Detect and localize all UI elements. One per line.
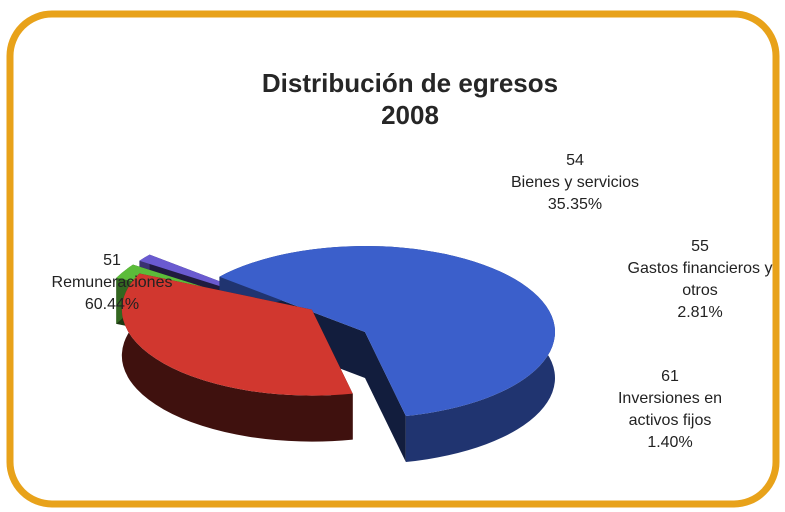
label-value: 1.40%: [647, 434, 693, 451]
data-label: 61 Inversiones en activos fijos 1.40%: [595, 366, 745, 454]
label-name: Gastos financieros y otros: [627, 260, 773, 299]
label-code: 55: [691, 238, 709, 255]
label-name: Remuneraciones: [51, 274, 173, 291]
chart-subtitle: 2008: [381, 100, 439, 130]
label-code: 54: [566, 152, 584, 169]
slice-side: [365, 332, 406, 462]
data-label: 55 Gastos financieros y otros 2.81%: [615, 236, 785, 324]
label-code: 51: [103, 252, 121, 269]
chart-title: Distribución de egresos: [262, 68, 558, 98]
slice: [219, 245, 556, 416]
label-code: 61: [661, 368, 679, 385]
slice: [121, 273, 353, 396]
label-value: 35.35%: [547, 196, 603, 213]
label-value: 60.44%: [84, 296, 140, 313]
slice: [121, 273, 353, 442]
label-name: Inversiones en activos fijos: [617, 390, 723, 429]
pie: [116, 245, 556, 462]
label-name: Bienes y servicios: [510, 174, 640, 191]
label-value: 2.81%: [677, 304, 723, 321]
data-label: 54 Bienes y servicios 35.35%: [485, 150, 665, 216]
data-label: 51 Remuneraciones 60.44%: [32, 250, 192, 316]
slice-side: [121, 273, 353, 442]
